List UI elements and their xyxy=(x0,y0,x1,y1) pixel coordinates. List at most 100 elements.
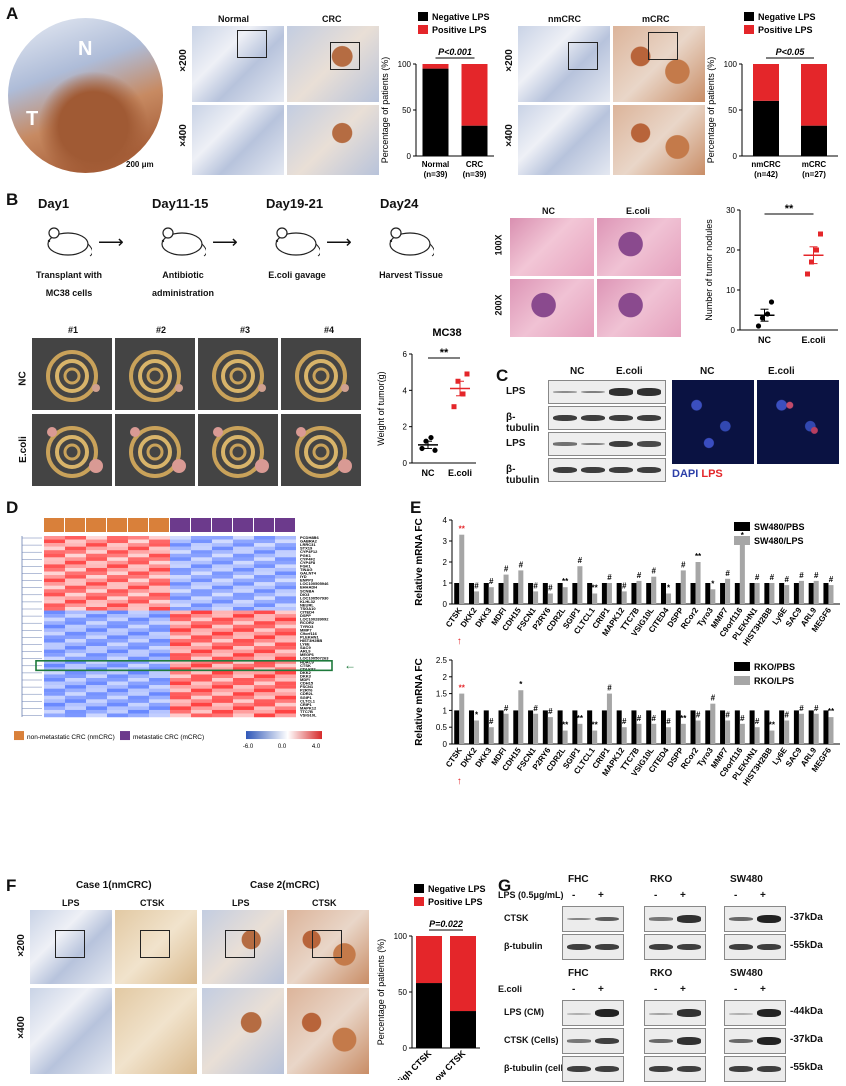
p-value: P=0.022 xyxy=(429,919,463,929)
heatmap-cell xyxy=(149,543,170,547)
heatmap-cell xyxy=(149,567,170,572)
significance-mark: # xyxy=(755,573,760,582)
heatmap-cell xyxy=(212,567,233,572)
sign-plus: + xyxy=(760,984,766,995)
bar-1-0 xyxy=(459,534,465,604)
heatmap-cell xyxy=(254,536,275,540)
heatmap-cell xyxy=(212,660,233,664)
heatmap-cell xyxy=(86,557,107,562)
heatmap-cell xyxy=(128,617,149,622)
bar-1-16 xyxy=(695,562,701,604)
heatmap-cell xyxy=(65,692,86,696)
significance-mark: # xyxy=(814,571,819,580)
panel-label-f: F xyxy=(6,876,17,895)
heatmap-cell xyxy=(107,656,128,661)
heatmap-cell xyxy=(86,706,107,711)
bar-1-13 xyxy=(651,723,657,744)
data-point xyxy=(759,315,766,321)
heatmap-cell xyxy=(191,607,212,611)
blot-band xyxy=(729,1039,753,1043)
heatmap-d: PCDH8B6GABRA2LRRC31STX19CYP4F12PGK1CYP4F… xyxy=(14,518,356,750)
heatmap-cell xyxy=(254,571,275,576)
bar-1-14 xyxy=(666,593,672,604)
heatmap-cell xyxy=(254,617,275,622)
heatmap-cell xyxy=(128,553,149,558)
heatmap-cell xyxy=(170,713,191,718)
heatmap-cell xyxy=(212,695,233,700)
heatmap-cell xyxy=(86,667,107,672)
heatmap-cell xyxy=(233,670,254,675)
bar-1-10 xyxy=(606,693,612,744)
heatmap-cell xyxy=(149,550,170,554)
significance-mark: # xyxy=(799,571,804,580)
heatmap-cell xyxy=(86,553,107,558)
blot-band xyxy=(649,917,673,921)
tissue-label-n: N xyxy=(78,38,93,60)
blot-band xyxy=(595,1037,619,1045)
heatmap-cell xyxy=(128,536,149,540)
sign-plus: + xyxy=(598,890,604,901)
heatmap-cell xyxy=(128,646,149,650)
heatmap-cell xyxy=(107,614,128,618)
heatmap-cell xyxy=(128,567,149,572)
heatmap-cell xyxy=(191,543,212,547)
gene-label: P2RY6 xyxy=(300,688,313,693)
heatmap-cell xyxy=(275,660,296,664)
heatmap-cell xyxy=(65,543,86,547)
heatmap-cell xyxy=(254,667,275,672)
heatmap-cell xyxy=(128,642,149,647)
bar-1-1 xyxy=(801,64,827,126)
heatmap-cell xyxy=(128,628,149,633)
heatmap-cell xyxy=(275,685,296,689)
category-label: (n=42) xyxy=(754,170,778,179)
data-point xyxy=(432,447,438,453)
heatmap-cell xyxy=(128,578,149,583)
heatmap-cell xyxy=(65,667,86,672)
y-tick-label: 3 xyxy=(443,537,448,546)
category-label: Normal xyxy=(422,160,450,169)
legend-label-1: Positive LPS xyxy=(428,897,483,907)
heatmap-cell xyxy=(65,713,86,718)
bar-1-5 xyxy=(533,713,539,744)
blot-row-label: CTSK xyxy=(504,913,529,923)
he-row-100x: 100X xyxy=(493,234,504,256)
heatmap-cell xyxy=(149,585,170,590)
heatmap-cell xyxy=(44,567,65,572)
legend-swatch-1 xyxy=(418,25,428,34)
heatmap-cell xyxy=(170,688,191,693)
bar-1-2 xyxy=(488,587,494,604)
cell-line-label: FHC xyxy=(568,874,589,885)
heatmap-cell xyxy=(275,560,296,565)
heatmap-cell xyxy=(254,678,275,682)
heatmap-cell xyxy=(65,624,86,629)
bar-0-21 xyxy=(764,710,770,744)
bar-1-3 xyxy=(503,713,509,744)
heatmap-cell xyxy=(128,557,149,562)
significance-mark: # xyxy=(607,573,612,582)
blot-row-label: β-tubulin xyxy=(506,464,540,486)
heatmap-cell xyxy=(107,695,128,700)
heatmap-cell xyxy=(149,607,170,611)
bar-0-6 xyxy=(542,710,548,744)
heatmap-cell xyxy=(149,663,170,668)
heatmap-cell xyxy=(275,592,296,597)
heatmap-cell xyxy=(212,635,233,640)
bar-0-19 xyxy=(734,583,740,604)
heatmap-cell xyxy=(65,592,86,597)
heatmap-cell xyxy=(233,550,254,554)
heatmap-cell xyxy=(212,667,233,672)
heatmap-cell xyxy=(44,678,65,682)
heatmap-cell xyxy=(107,628,128,633)
sign-minus: - xyxy=(572,890,576,901)
heatmap-cell xyxy=(128,685,149,689)
heatmap-cell xyxy=(128,667,149,672)
heatmap-cell xyxy=(254,674,275,679)
blot-band xyxy=(649,943,673,951)
heatmap-cell xyxy=(86,642,107,647)
heatmap-cell xyxy=(65,603,86,608)
heatmap-cell xyxy=(86,589,107,593)
bar-0-7 xyxy=(557,710,563,744)
heatmap-cell xyxy=(191,695,212,700)
heatmap-cell xyxy=(65,646,86,650)
heatmap-cell xyxy=(212,582,233,586)
